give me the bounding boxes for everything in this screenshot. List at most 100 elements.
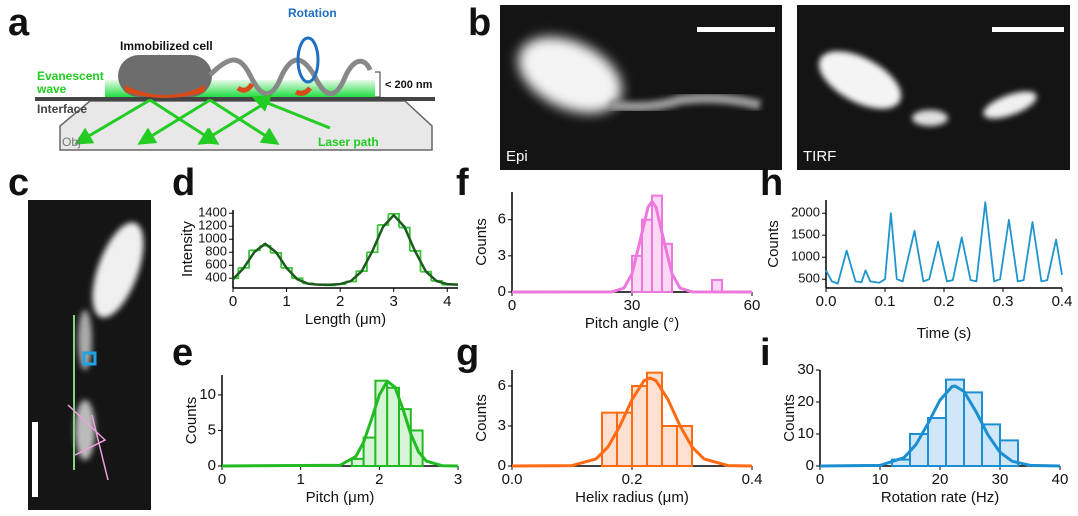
y-tick-label: 10 bbox=[797, 425, 814, 442]
y-tick-label: 0 bbox=[498, 457, 506, 474]
diagram-label: Interface bbox=[37, 102, 87, 116]
micrograph-label: Epi bbox=[506, 148, 528, 165]
bar bbox=[646, 371, 663, 467]
fit-curve bbox=[511, 200, 753, 294]
step bbox=[270, 252, 283, 268]
micrograph bbox=[797, 5, 1070, 170]
x-tick-label: 2 bbox=[375, 471, 383, 488]
y-tick-label: 6 bbox=[498, 377, 506, 394]
x-tick-label: 0.1 bbox=[875, 293, 896, 310]
x-tick-label: 10 bbox=[872, 471, 889, 488]
y-tick-label: 10 bbox=[199, 386, 216, 403]
y-tick-label: 1000 bbox=[791, 249, 820, 264]
y-tick-label: 1400 bbox=[198, 205, 227, 220]
y-tick-label: 0 bbox=[208, 457, 216, 474]
y-axis-label: Counts bbox=[473, 394, 490, 442]
x-tick-label: 2 bbox=[336, 293, 344, 310]
y-tick-label: 1200 bbox=[198, 218, 227, 233]
series-line bbox=[825, 201, 1063, 285]
fit-curve bbox=[819, 384, 1061, 468]
panel-label: b bbox=[468, 2, 491, 44]
x-tick-label: 0 bbox=[816, 471, 824, 488]
x-axis-label: Helix radius (μm) bbox=[575, 489, 689, 506]
diagram-label: < 200 nm bbox=[385, 79, 433, 91]
x-tick-label: 30 bbox=[624, 297, 641, 314]
x-tick-label: 4 bbox=[443, 293, 451, 310]
step bbox=[399, 226, 411, 251]
y-tick-label: 5 bbox=[208, 421, 216, 438]
x-tick-label: 0 bbox=[218, 471, 226, 488]
x-tick-label: 1 bbox=[282, 293, 290, 310]
x-tick-label: 0.4 bbox=[1052, 293, 1073, 310]
panel-label: g bbox=[456, 332, 479, 374]
step bbox=[356, 252, 368, 272]
step bbox=[238, 250, 250, 269]
y-tick-label: 3 bbox=[498, 247, 506, 264]
fit-curve bbox=[511, 376, 753, 468]
panel-label: d bbox=[172, 162, 195, 204]
x-axis-label: Pitch angle (°) bbox=[585, 315, 679, 332]
x-tick-label: 40 bbox=[1052, 471, 1069, 488]
micrograph bbox=[28, 200, 151, 510]
y-tick-label: 6 bbox=[498, 211, 506, 228]
x-axis-label: Length (μm) bbox=[305, 311, 386, 328]
y-tick-label: 2000 bbox=[791, 205, 820, 220]
y-axis-label: Counts bbox=[765, 220, 782, 268]
series-line bbox=[232, 213, 459, 286]
bar bbox=[350, 457, 365, 467]
step bbox=[377, 213, 390, 226]
step bbox=[409, 250, 422, 272]
x-tick-label: 0.2 bbox=[622, 471, 643, 488]
y-axis-label: Intensity bbox=[179, 221, 196, 277]
bar bbox=[963, 391, 983, 467]
panel-label: f bbox=[456, 162, 469, 204]
bar bbox=[616, 411, 633, 467]
panel-label: a bbox=[8, 2, 30, 44]
diagram-label: Evanescent bbox=[37, 69, 104, 83]
y-tick-label: 3 bbox=[498, 417, 506, 434]
bar bbox=[386, 386, 401, 467]
bar bbox=[631, 254, 643, 293]
bar bbox=[711, 278, 723, 294]
x-tick-label: 60 bbox=[744, 297, 761, 314]
y-tick-label: 500 bbox=[798, 271, 820, 286]
x-tick-label: 1 bbox=[296, 471, 304, 488]
bar bbox=[601, 411, 618, 467]
x-tick-label: 0.0 bbox=[816, 293, 837, 310]
bar bbox=[661, 425, 678, 467]
diagram-label: wave bbox=[36, 82, 67, 96]
x-tick-label: 0.3 bbox=[993, 293, 1014, 310]
x-tick-label: 3 bbox=[454, 471, 462, 488]
x-axis-label: Time (s) bbox=[917, 325, 971, 342]
y-tick-label: 800 bbox=[205, 244, 227, 259]
micrograph-label: TIRF bbox=[803, 148, 836, 165]
x-tick-label: 3 bbox=[390, 293, 398, 310]
panel-label: e bbox=[172, 332, 193, 374]
y-axis-label: Counts bbox=[781, 394, 798, 442]
step bbox=[388, 213, 400, 228]
x-tick-label: 20 bbox=[932, 471, 949, 488]
y-tick-label: 600 bbox=[205, 257, 227, 272]
diagram-label: Rotation bbox=[288, 6, 337, 20]
panel-label: c bbox=[8, 162, 29, 204]
bar bbox=[927, 417, 947, 467]
diagram-label: Immobilized cell bbox=[120, 39, 213, 53]
x-tick-label: 30 bbox=[992, 471, 1009, 488]
x-axis-label: Pitch (μm) bbox=[306, 489, 375, 506]
panel-label: i bbox=[760, 332, 771, 374]
x-tick-label: 0.0 bbox=[502, 471, 523, 488]
bar bbox=[362, 436, 377, 467]
y-tick-label: 30 bbox=[797, 361, 814, 378]
diagram-label: Laser path bbox=[318, 135, 379, 149]
diagram bbox=[35, 36, 435, 151]
y-tick-label: 1000 bbox=[198, 231, 227, 246]
panel-label: h bbox=[760, 162, 783, 204]
diagram-label: Obj bbox=[62, 135, 81, 149]
y-tick-label: 0 bbox=[806, 457, 814, 474]
fit-curve bbox=[221, 379, 459, 468]
x-axis-label: Rotation rate (Hz) bbox=[881, 489, 999, 506]
x-tick-label: 0.4 bbox=[742, 471, 763, 488]
y-tick-label: 0 bbox=[498, 283, 506, 300]
y-axis-label: Counts bbox=[183, 397, 200, 445]
